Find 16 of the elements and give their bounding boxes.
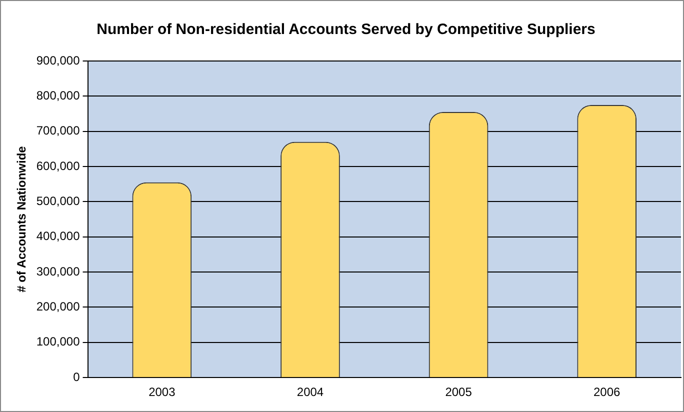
y-tick-label: 900,000	[36, 53, 80, 68]
y-tick-label: 800,000	[36, 88, 80, 102]
y-tick-label: 200,000	[36, 300, 80, 314]
x-tick-label: 2006	[593, 385, 621, 400]
x-tick-label: 2003	[148, 385, 176, 400]
y-tick-label: 700,000	[36, 124, 80, 138]
y-tick-label: 0	[73, 370, 80, 384]
y-tick-label: 300,000	[36, 264, 80, 278]
chart-title: Number of Non-residential Accounts Served by Competitive Suppliers	[96, 21, 596, 38]
y-tick-label: 100,000	[36, 334, 80, 349]
y-axis-title: # of Accounts Nationwide	[14, 146, 29, 292]
y-tick-label: 400,000	[36, 229, 80, 244]
y-tick-label: 600,000	[36, 158, 80, 173]
y-tick-label: 500,000	[36, 194, 80, 208]
x-tick-label: 2005	[445, 385, 472, 400]
x-tick-label: 2004	[296, 385, 324, 400]
